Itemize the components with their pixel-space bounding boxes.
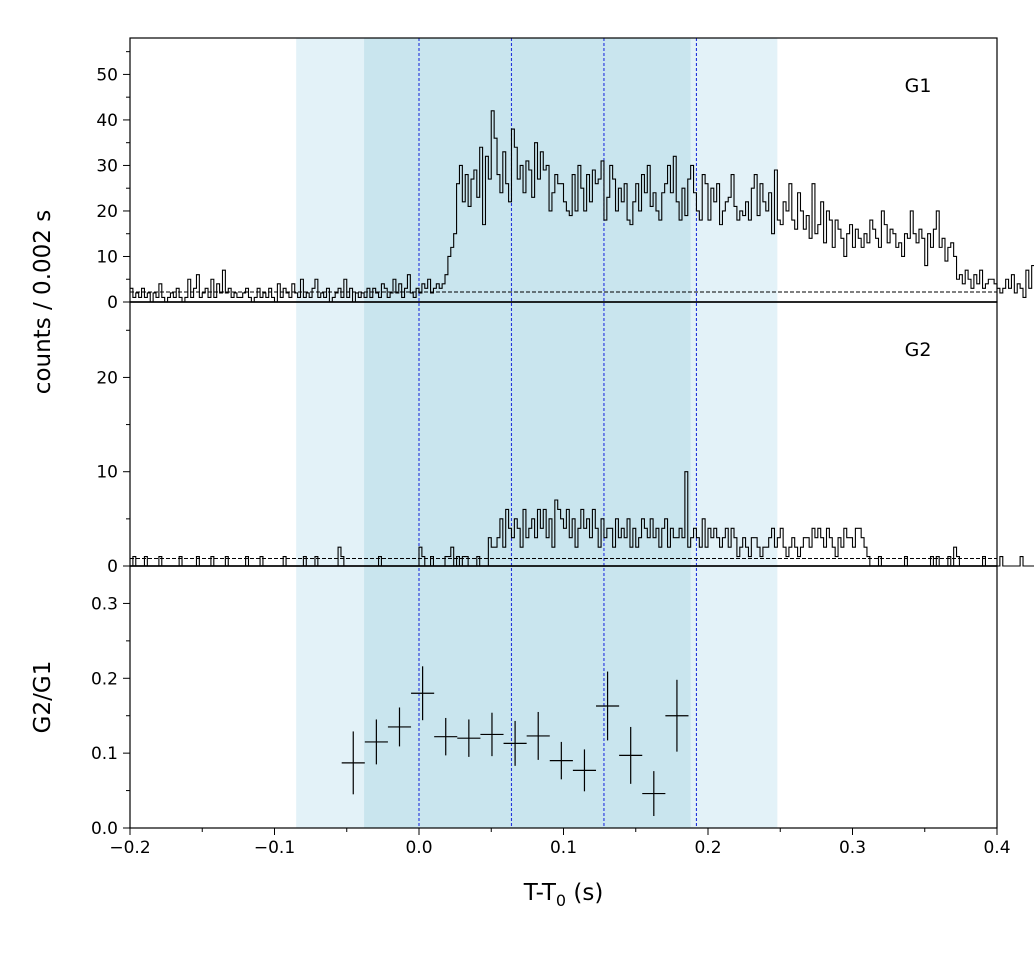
y-tick-label-panel0-1: 10	[96, 247, 118, 267]
x-tick-label-1: −0.1	[254, 838, 295, 858]
y-axis-label-ratio: G2/G1	[30, 661, 56, 734]
y-tick-label-panel0-5: 50	[96, 65, 118, 85]
x-tick-label-5: 0.3	[839, 838, 866, 858]
y-tick-label-panel1-0: 0	[107, 557, 118, 577]
panel-label-G2: G2	[905, 339, 932, 361]
x-tick-label-3: 0.1	[550, 838, 577, 858]
y-tick-label-panel0-2: 20	[96, 202, 118, 222]
lightcurve-series-G1	[130, 110, 1034, 303]
panel-label-G1: G1	[905, 75, 932, 97]
y-tick-label-panel0-4: 40	[96, 111, 118, 131]
shaded-region-1	[364, 38, 691, 828]
x-tick-label-6: 0.4	[983, 838, 1010, 858]
y-tick-label-panel2-0: 0.0	[91, 819, 118, 839]
y-tick-label-panel2-3: 0.3	[91, 594, 118, 614]
x-axis-label-subscript: 0	[556, 891, 566, 910]
x-axis-label-unit: (s)	[566, 880, 603, 906]
x-tick-label-4: 0.2	[694, 838, 721, 858]
y-tick-label-panel1-1: 10	[96, 463, 118, 483]
x-axis-label: T-T0 (s)	[523, 880, 604, 910]
x-tick-label-2: 0.0	[405, 838, 432, 858]
x-axis-label-main: T-T	[523, 880, 557, 906]
y-axis-label-counts: counts / 0.002 s	[30, 210, 56, 394]
y-tick-label-panel2-2: 0.2	[91, 669, 118, 689]
y-tick-label-panel0-3: 30	[96, 156, 118, 176]
y-tick-label-panel2-1: 0.1	[91, 744, 118, 764]
x-tick-label-0: −0.2	[109, 838, 150, 858]
y-tick-label-panel0-0: 0	[107, 293, 118, 313]
y-tick-label-panel1-2: 20	[96, 368, 118, 388]
